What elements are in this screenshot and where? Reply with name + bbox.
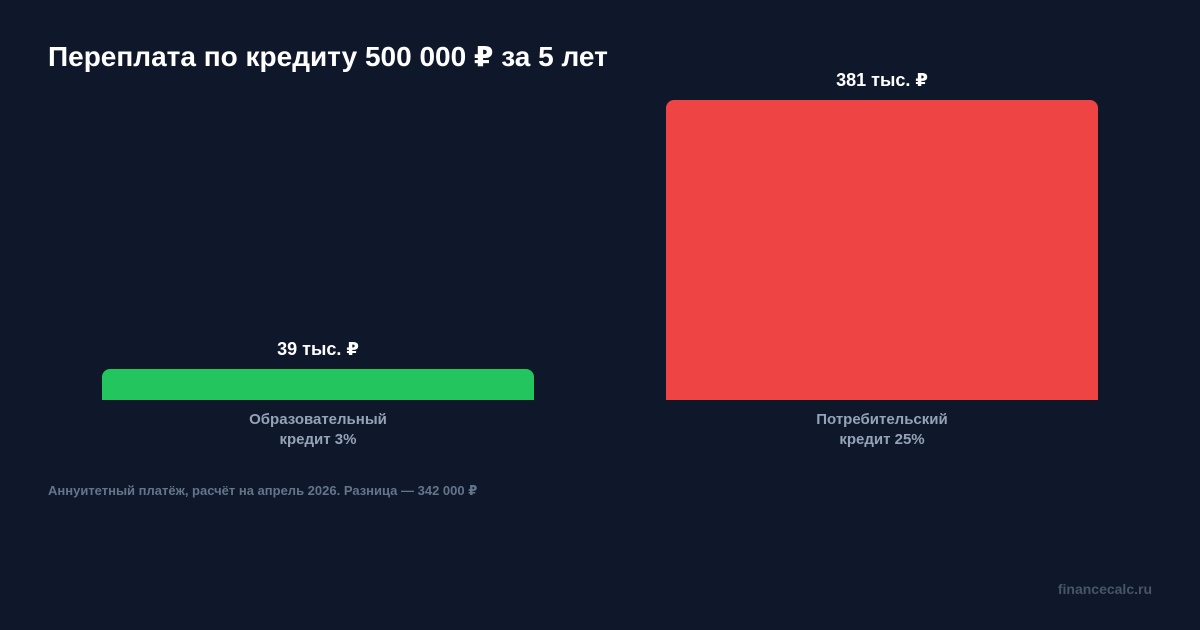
category-label: Потребительский кредит 25% (816, 411, 948, 448)
category-label: Образовательный кредит 3% (249, 411, 387, 448)
chart-title: Переплата по кредиту 500 000 ₽ за 5 лет (48, 41, 608, 72)
bar-value-label: 381 тыс. ₽ (836, 70, 928, 90)
bar-group: 381 тыс. ₽ Потребительский кредит 25% (666, 0, 1098, 630)
bar (666, 100, 1098, 400)
bar-group: 39 тыс. ₽ Образовательный кредит 3% (102, 0, 534, 630)
bar (102, 369, 534, 400)
site-watermark[interactable]: financecalc.ru (1057, 581, 1152, 597)
bar-value-label: 39 тыс. ₽ (277, 339, 359, 359)
chart-footnote: Аннуитетный платёж, расчёт на апрель 202… (48, 483, 478, 498)
